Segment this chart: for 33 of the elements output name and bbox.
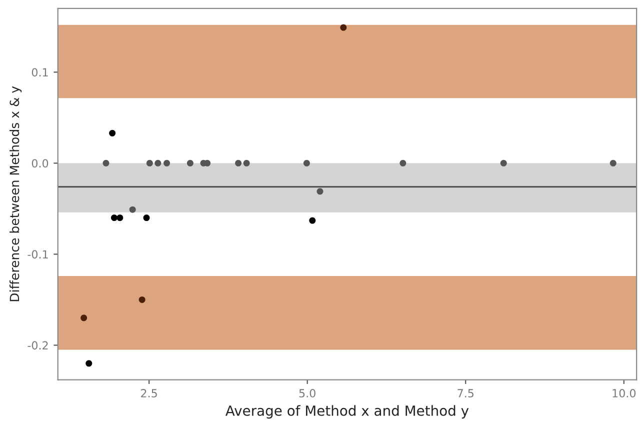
x-tick-label: 2.5: [141, 389, 157, 398]
point: [340, 24, 347, 31]
point: [610, 160, 616, 166]
point: [116, 214, 124, 222]
point: [102, 160, 110, 166]
point: [164, 160, 170, 166]
point: [243, 160, 250, 166]
x-tick-label: 10.0: [612, 389, 636, 398]
y-tick-label: -0.2: [28, 341, 48, 350]
y-tick-label: -0.1: [28, 250, 48, 259]
point: [109, 130, 116, 136]
point: [143, 214, 150, 222]
point: [129, 206, 136, 213]
point: [86, 360, 92, 367]
point: [146, 160, 153, 166]
point: [303, 160, 310, 166]
x-axis-title: Average of Method x and Method y: [225, 405, 469, 419]
point: [235, 160, 242, 166]
point: [309, 217, 316, 224]
point: [186, 160, 194, 166]
x-tick-label: 7.5: [458, 389, 474, 398]
x-tick-label: 5.0: [299, 389, 316, 398]
point: [500, 160, 507, 166]
point: [80, 314, 88, 322]
y-axis-title: Difference between Methods x & y: [10, 86, 22, 302]
point: [204, 160, 211, 166]
point: [138, 296, 146, 303]
point: [110, 214, 118, 222]
y-tick-label: 0.1: [32, 68, 48, 77]
point: [400, 160, 406, 166]
point: [316, 188, 324, 195]
y-tick-label: 0.0: [32, 159, 48, 168]
point: [154, 160, 162, 166]
